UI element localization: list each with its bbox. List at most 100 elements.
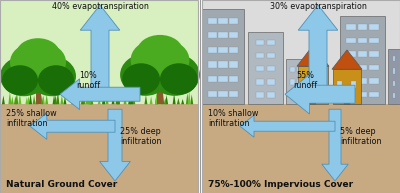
Polygon shape [98,99,101,104]
Bar [358,38,368,43]
Bar [297,80,302,85]
Polygon shape [45,94,48,104]
Bar [290,92,295,98]
Polygon shape [106,94,108,104]
Bar [358,65,368,70]
Polygon shape [14,96,17,104]
Bar [358,78,368,84]
Ellipse shape [10,44,66,88]
Ellipse shape [120,54,170,96]
Polygon shape [86,93,88,104]
Bar [310,92,316,104]
Bar [358,24,368,30]
Polygon shape [144,95,148,104]
Polygon shape [29,93,32,104]
Ellipse shape [10,44,50,80]
Text: 55%
runoff: 55% runoff [293,70,317,90]
Bar [290,80,295,85]
Bar [229,76,238,82]
Bar [346,92,356,97]
Polygon shape [332,50,362,69]
Polygon shape [60,95,63,104]
Bar [297,67,302,72]
Polygon shape [150,96,153,104]
Polygon shape [52,95,56,104]
Polygon shape [164,98,167,104]
Polygon shape [8,91,11,104]
Ellipse shape [122,63,160,95]
Polygon shape [181,99,184,104]
Polygon shape [160,92,163,104]
Text: 25% shallow
infiltration: 25% shallow infiltration [6,108,57,128]
Polygon shape [40,95,43,104]
Polygon shape [186,93,189,104]
Bar [218,76,228,82]
Polygon shape [173,93,176,104]
Bar [268,40,275,45]
Polygon shape [2,95,5,104]
Polygon shape [165,95,168,104]
Polygon shape [27,96,30,104]
Polygon shape [90,92,93,104]
Bar [318,80,323,87]
Bar [218,18,228,24]
Bar [369,24,379,30]
Bar [229,61,238,68]
Polygon shape [124,95,126,104]
Polygon shape [88,92,90,104]
Text: 40% evapotranspiration: 40% evapotranspiration [52,2,148,11]
Bar [218,61,228,68]
Bar [202,0,400,193]
Text: 30% evapotranspiration: 30% evapotranspiration [270,2,366,11]
Polygon shape [322,109,348,181]
Bar [229,47,238,53]
Polygon shape [33,96,36,104]
Bar [393,93,395,98]
Bar [256,53,264,58]
Polygon shape [54,95,57,104]
Bar [0,0,198,193]
Polygon shape [81,91,84,104]
Ellipse shape [147,41,190,79]
Bar [268,66,275,71]
Polygon shape [90,99,93,104]
Polygon shape [42,95,45,104]
Bar [229,32,238,38]
Ellipse shape [2,65,38,95]
Bar [393,56,395,61]
Bar [337,81,342,88]
Bar [202,9,244,104]
Polygon shape [285,74,355,114]
Polygon shape [82,95,86,104]
Polygon shape [18,93,21,104]
Bar [208,18,217,24]
Polygon shape [130,95,133,104]
Bar [229,91,238,97]
Polygon shape [11,96,14,104]
Bar [346,38,356,43]
Text: 75%-100% Impervious Cover: 75%-100% Impervious Cover [208,180,353,189]
Polygon shape [116,97,118,104]
Polygon shape [100,109,130,181]
Polygon shape [112,97,114,104]
Polygon shape [60,79,140,110]
Bar [298,66,328,104]
Polygon shape [30,113,115,139]
Bar [369,38,379,43]
Bar [0,104,198,193]
Polygon shape [177,98,180,104]
Polygon shape [128,96,131,104]
Bar [208,76,217,82]
Polygon shape [73,95,76,104]
Polygon shape [155,93,158,104]
Bar [268,92,275,98]
Bar [256,40,264,45]
Bar [0,0,198,104]
Polygon shape [72,92,74,104]
Bar [369,51,379,57]
Polygon shape [74,99,78,104]
Polygon shape [15,92,18,104]
Polygon shape [102,93,105,104]
Bar [358,51,368,57]
Bar [344,93,350,104]
